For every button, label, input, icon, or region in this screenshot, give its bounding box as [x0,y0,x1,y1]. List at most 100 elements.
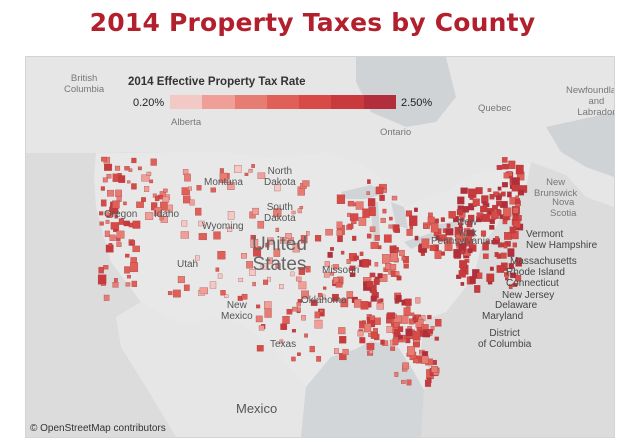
county-cell[interactable] [503,207,512,217]
county-cell[interactable] [489,194,495,200]
county-cell[interactable] [353,255,359,261]
county-cell[interactable] [295,276,302,282]
county-cell[interactable] [507,191,512,198]
county-cell[interactable] [482,253,489,259]
county-cell[interactable] [342,348,349,355]
county-cell[interactable] [448,211,456,219]
county-cell[interactable] [370,295,377,302]
county-cell[interactable] [388,224,394,229]
county-cell[interactable] [217,273,223,279]
county-cell[interactable] [415,319,424,328]
county-cell[interactable] [195,255,200,261]
county-cell[interactable] [255,315,263,323]
county-cell[interactable] [334,348,339,355]
county-cell[interactable] [291,329,296,333]
county-cell[interactable] [103,294,110,301]
county-cell[interactable] [183,284,190,291]
county-cell[interactable] [373,328,378,333]
county-cell[interactable] [389,245,396,253]
county-cell[interactable] [355,201,364,210]
county-cell[interactable] [412,358,419,364]
county-cell[interactable] [369,272,376,278]
county-cell[interactable] [423,224,428,229]
county-cell[interactable] [359,251,364,256]
county-cell[interactable] [340,250,345,255]
county-cell[interactable] [370,331,378,339]
county-cell[interactable] [380,217,386,223]
county-cell[interactable] [109,234,116,241]
county-cell[interactable] [371,290,377,297]
county-cell[interactable] [125,253,130,258]
county-cell[interactable] [349,213,359,221]
county-cell[interactable] [297,352,301,356]
county-cell[interactable] [349,272,354,278]
county-cell[interactable] [392,338,399,346]
county-cell[interactable] [297,208,302,214]
county-cell[interactable] [445,228,454,236]
county-cell[interactable] [141,174,150,182]
county-cell[interactable] [431,366,438,373]
county-cell[interactable] [434,218,439,224]
county-cell[interactable] [159,216,164,221]
county-cell[interactable] [427,329,434,334]
county-cell[interactable] [101,156,107,162]
county-cell[interactable] [279,284,284,290]
county-cell[interactable] [260,263,267,270]
county-cell[interactable] [336,221,343,229]
county-cell[interactable] [145,212,154,220]
county-cell[interactable] [379,194,385,201]
county-map[interactable] [26,57,614,437]
county-cell[interactable] [252,281,256,287]
county-cell[interactable] [457,196,465,205]
county-cell[interactable] [249,269,256,276]
county-cell[interactable] [137,166,142,171]
county-cell[interactable] [244,172,249,176]
county-cell[interactable] [131,157,137,164]
county-cell[interactable] [361,259,369,268]
map-canvas[interactable]: 2014 Effective Property Tax Rate 0.20% 2… [25,56,615,438]
county-cell[interactable] [453,216,459,223]
county-cell[interactable] [263,279,269,285]
county-cell[interactable] [413,341,420,348]
county-cell[interactable] [103,265,109,270]
county-cell[interactable] [374,234,380,241]
county-cell[interactable] [302,180,310,187]
county-cell[interactable] [219,172,228,183]
county-cell[interactable] [154,196,160,202]
county-cell[interactable] [256,345,264,352]
county-cell[interactable] [497,186,502,191]
county-cell[interactable] [364,323,372,333]
county-cell[interactable] [497,209,501,214]
county-cell[interactable] [347,212,351,217]
county-cell[interactable] [213,231,221,240]
county-cell[interactable] [367,179,371,184]
county-cell[interactable] [316,356,322,362]
county-cell[interactable] [368,350,374,354]
county-cell[interactable] [406,379,412,386]
county-cell[interactable] [494,236,499,241]
county-cell[interactable] [460,187,468,194]
county-cell[interactable] [366,233,372,239]
county-cell[interactable] [224,294,229,298]
county-cell[interactable] [126,274,131,279]
county-cell[interactable] [267,237,274,245]
county-cell[interactable] [113,278,118,282]
county-cell[interactable] [486,273,495,282]
county-cell[interactable] [390,346,396,351]
county-cell[interactable] [490,211,499,219]
county-cell[interactable] [123,201,127,206]
county-cell[interactable] [250,239,259,248]
county-cell[interactable] [97,274,107,285]
county-cell[interactable] [458,270,466,278]
county-cell[interactable] [382,208,387,214]
county-cell[interactable] [126,180,131,184]
county-cell[interactable] [468,203,475,211]
county-cell[interactable] [291,210,296,215]
county-cell[interactable] [434,336,439,341]
county-cell[interactable] [415,314,420,319]
county-cell[interactable] [357,330,364,337]
county-cell[interactable] [248,168,253,173]
county-cell[interactable] [508,284,513,290]
county-cell[interactable] [480,230,487,237]
county-cell[interactable] [429,244,436,251]
